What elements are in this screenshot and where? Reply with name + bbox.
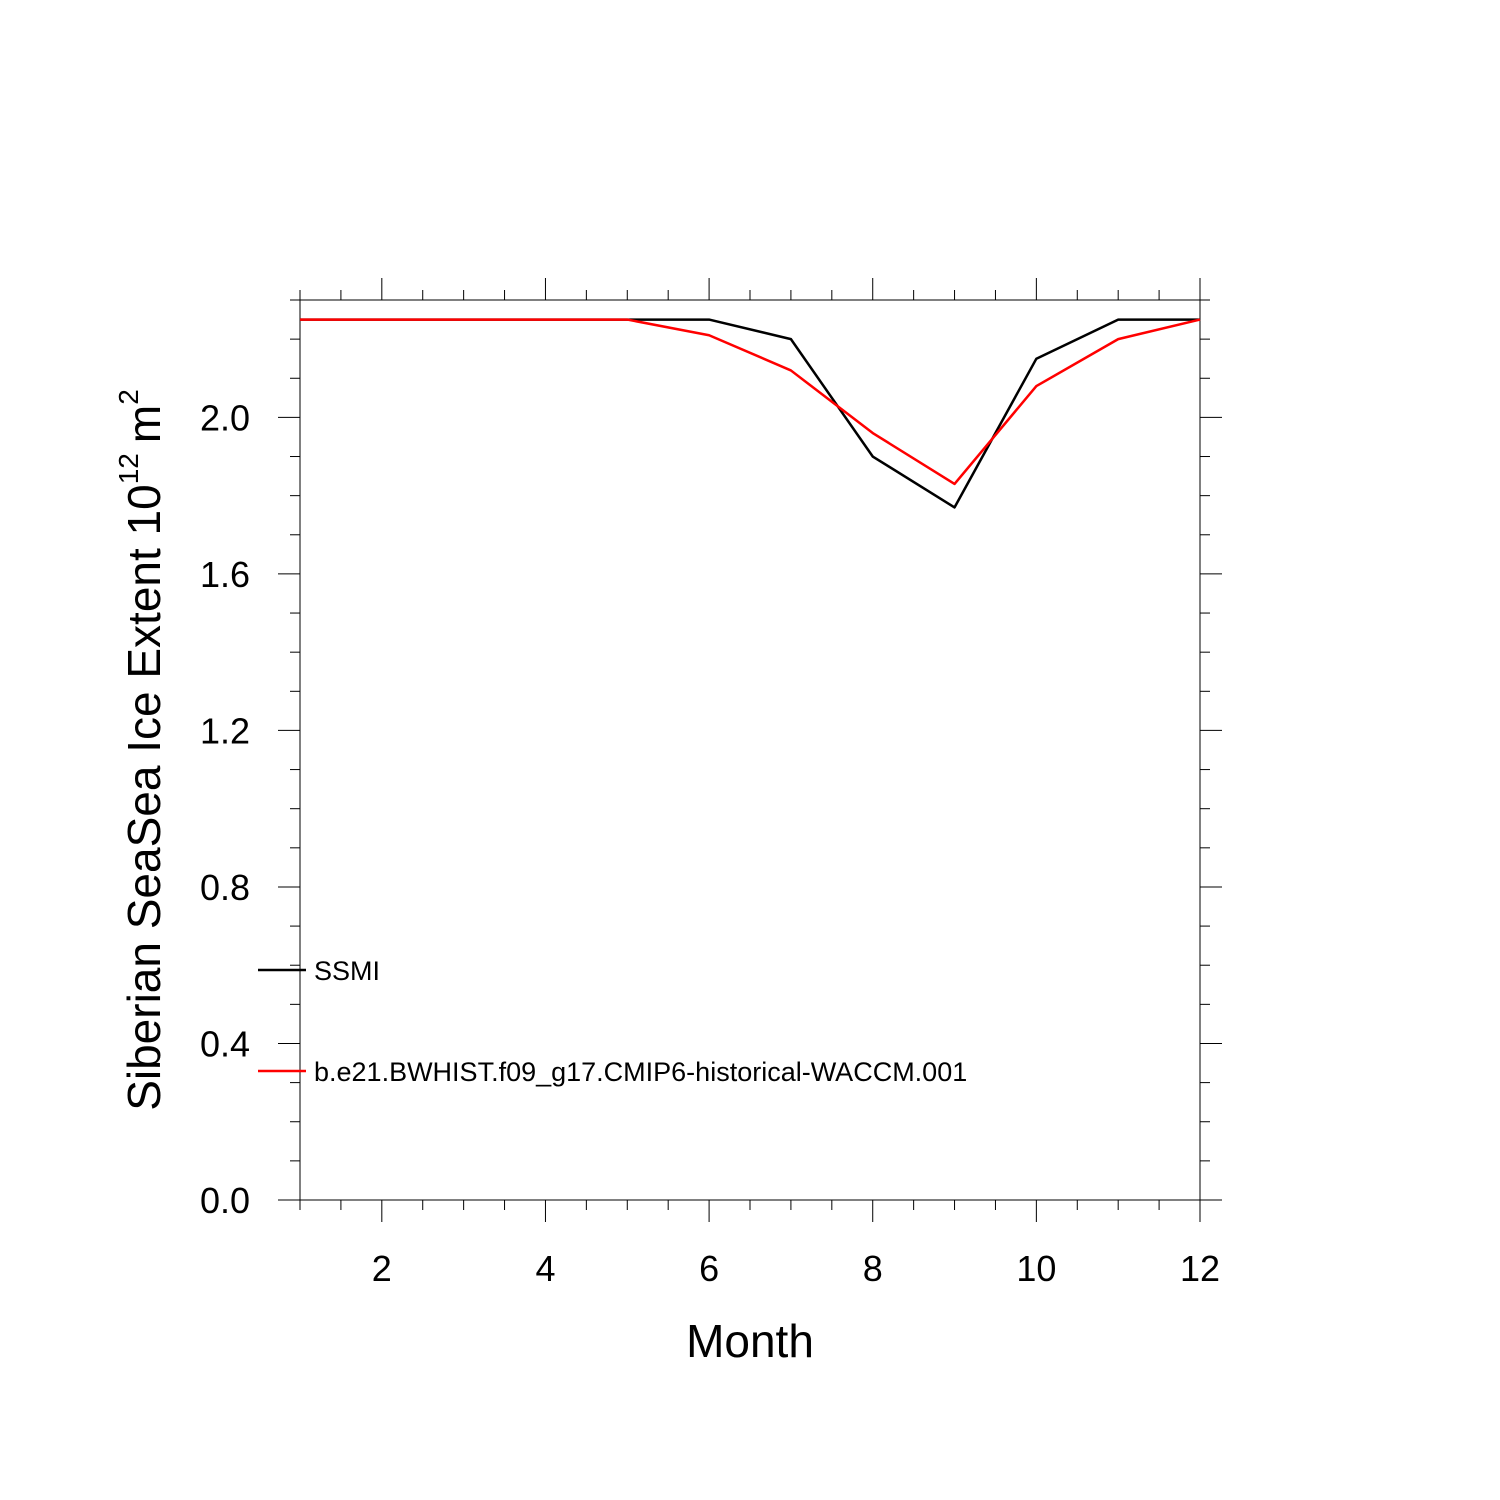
y-tick-label: 2.0 <box>200 397 250 438</box>
legend-label-2: b.e21.BWHIST.f09_g17.CMIP6-historical-WA… <box>314 1057 967 1087</box>
x-tick-label: 10 <box>1016 1248 1056 1289</box>
y-axis-label-main: Siberian SeaSea Ice Extent 10 <box>118 484 170 1111</box>
series-lines <box>300 318 1201 509</box>
minor-ticks <box>290 290 1210 1210</box>
series-line-2 <box>300 318 1201 486</box>
y-tick-label: 1.6 <box>200 554 250 595</box>
x-tick-label: 12 <box>1180 1248 1220 1289</box>
x-axis-label: Month <box>686 1315 814 1367</box>
legend: SSMI b.e21.BWHIST.f09_g17.CMIP6-historica… <box>258 956 967 1087</box>
y-axis-label-unit: m <box>118 405 170 443</box>
x-tick-label: 2 <box>372 1248 392 1289</box>
x-tick-labels: 2 4 6 8 10 12 <box>372 1248 1220 1289</box>
y-tick-label: 0.8 <box>200 867 250 908</box>
y-tick-label: 1.2 <box>200 710 250 751</box>
series-line-1 <box>300 318 1200 509</box>
y-tick-label: 0.4 <box>200 1023 250 1064</box>
x-tick-label: 8 <box>863 1248 883 1289</box>
y-axis-label: Siberian SeaSea Ice Extent 1012 m2 <box>113 389 170 1111</box>
y-tick-labels: 0.0 0.4 0.8 1.2 1.6 2.0 <box>200 397 250 1221</box>
x-tick-label: 4 <box>535 1248 555 1289</box>
legend-label-1: SSMI <box>314 956 380 986</box>
x-tick-label: 6 <box>699 1248 719 1289</box>
y-axis-label-exponent: 12 <box>113 453 144 484</box>
y-tick-label: 0.0 <box>200 1180 250 1221</box>
y-axis-label-unit-exponent: 2 <box>113 389 144 405</box>
major-ticks <box>278 278 1222 1222</box>
